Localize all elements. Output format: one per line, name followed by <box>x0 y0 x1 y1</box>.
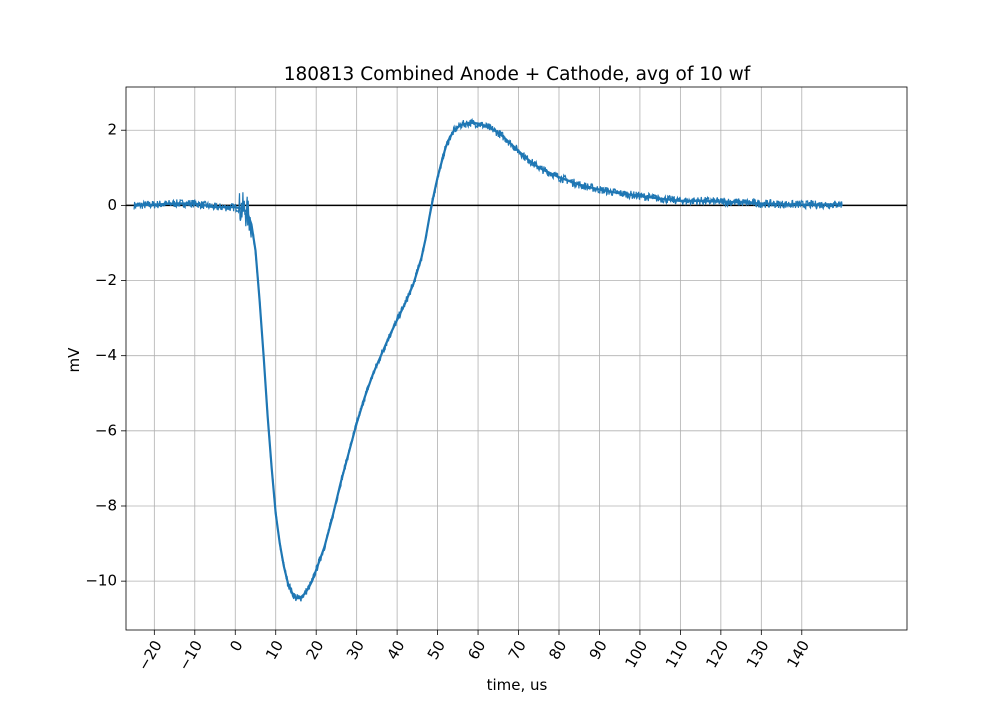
y-tick-label: −4 <box>95 346 117 364</box>
y-axis-label: mV <box>65 347 83 373</box>
y-tick-label: 2 <box>107 121 117 139</box>
data-series-noise <box>133 117 843 602</box>
y-tick-label: 0 <box>107 196 117 214</box>
y-tick-label: −6 <box>95 421 117 439</box>
y-tick-label: −10 <box>85 572 117 590</box>
x-axis-label: time, us <box>487 676 548 694</box>
plot-frame <box>125 86 908 631</box>
y-tick-label: −2 <box>95 271 117 289</box>
chart-title: 180813 Combined Anode + Cathode, avg of … <box>284 64 751 85</box>
y-tick-label: −8 <box>95 496 117 514</box>
